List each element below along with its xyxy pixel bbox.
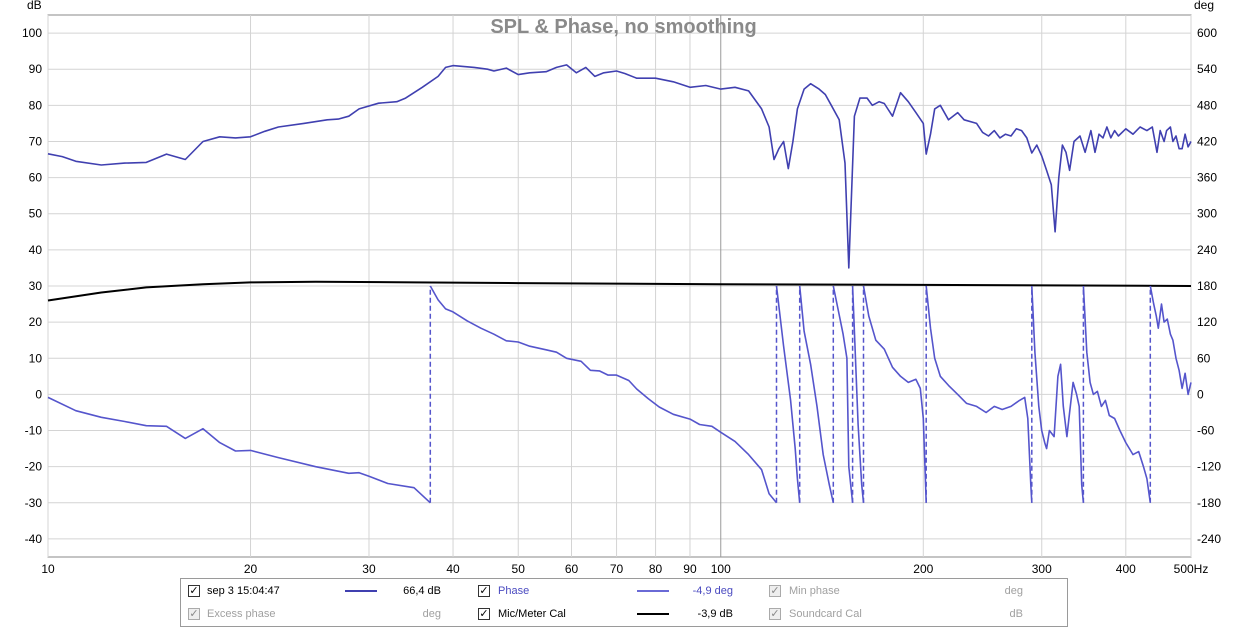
y-left-tick-label: 50 <box>29 207 43 221</box>
legend-swatch-mic-cal <box>637 613 669 615</box>
y-right-tick-label: 60 <box>1197 351 1211 365</box>
legend-swatch-measurement <box>345 590 377 592</box>
checkbox-phase[interactable]: ✓ <box>478 585 490 597</box>
y-left-tick-label: 80 <box>29 98 43 112</box>
y-right-tick-label: -60 <box>1197 424 1215 438</box>
y-right-tick-label: 120 <box>1197 315 1217 329</box>
x-tick-label: 300 <box>1032 562 1052 576</box>
legend-value-mic-cal: -3,9 dB <box>697 608 733 620</box>
legend-label-phase: Phase <box>498 585 530 597</box>
y-right-tick-label: 480 <box>1197 98 1217 112</box>
y-right-tick-label: -120 <box>1197 460 1221 474</box>
y-right-tick-label: -240 <box>1197 532 1221 546</box>
x-tick-label: 400 <box>1116 562 1136 576</box>
legend-item-phase[interactable]: ✓ <box>478 580 490 602</box>
legend-swatch-phase <box>637 590 669 592</box>
legend-value-excess-phase: deg <box>422 608 441 620</box>
legend-item-mic-cal[interactable]: ✓ <box>478 603 490 625</box>
legend-label-mic-cal: Mic/Meter Cal <box>498 608 566 620</box>
x-tick-label: 10 <box>41 562 55 576</box>
y-right-tick-label: 360 <box>1197 171 1217 185</box>
legend-row-1: ✓ sep 3 15:04:47 66,4 dB ✓ Phase -4,9 de… <box>181 580 1067 602</box>
axis-layer: 1009080706050403020100-10-20-30-40600540… <box>22 26 1221 576</box>
y-right-tick-label: 0 <box>1197 387 1204 401</box>
series-line-mic-meter-cal <box>47 280 1192 302</box>
x-tick-label: 90 <box>683 562 697 576</box>
checkbox-measurement[interactable]: ✓ <box>188 585 200 597</box>
y-left-tick-label: 30 <box>29 279 43 293</box>
y-right-tick-label: -180 <box>1197 496 1221 510</box>
y-left-tick-label: 10 <box>29 351 43 365</box>
y-left-tick-label: 20 <box>29 315 43 329</box>
y-left-unit-label: dB <box>27 0 42 12</box>
y-left-tick-label: 0 <box>35 387 42 401</box>
legend-item-excess-phase[interactable]: ✓ <box>188 603 200 625</box>
y-right-tick-label: 180 <box>1197 279 1217 293</box>
legend-value-measurement: 66,4 dB <box>403 585 441 597</box>
legend-item-min-phase[interactable]: ✓ <box>769 580 781 602</box>
y-left-tick-label: -20 <box>25 460 43 474</box>
checkbox-excess-phase[interactable]: ✓ <box>188 608 200 620</box>
legend-label-min-phase: Min phase <box>789 585 840 597</box>
series-line-sep-3-15-04-47 <box>47 64 1192 269</box>
legend-value-min-phase: deg <box>1004 585 1023 597</box>
legend-label-excess-phase: Excess phase <box>207 608 276 620</box>
y-left-tick-label: -40 <box>25 532 43 546</box>
x-tick-label: 100 <box>711 562 731 576</box>
legend-value-soundcard-cal: dB <box>1009 608 1023 620</box>
y-left-tick-label: -30 <box>25 496 43 510</box>
y-right-tick-label: 420 <box>1197 134 1217 148</box>
x-tick-label: 80 <box>649 562 663 576</box>
checkbox-mic-cal[interactable]: ✓ <box>478 608 490 620</box>
series-line-phase <box>47 285 1192 504</box>
y-right-unit-label: deg <box>1194 0 1214 12</box>
x-tick-label: 200 <box>913 562 933 576</box>
legend-value-phase: -4,9 deg <box>692 585 733 597</box>
y-left-tick-label: 100 <box>22 26 42 40</box>
x-tick-label: 60 <box>565 562 579 576</box>
x-tick-label: 40 <box>446 562 460 576</box>
y-right-tick-label: 300 <box>1197 207 1217 221</box>
legend-row-2: ✓ Excess phase deg ✓ Mic/Meter Cal -3,9 … <box>181 603 1067 625</box>
y-left-tick-label: 40 <box>29 243 43 257</box>
y-right-tick-label: 540 <box>1197 62 1217 76</box>
x-tick-label: 70 <box>610 562 624 576</box>
x-tick-label: 30 <box>362 562 376 576</box>
x-tick-label: 20 <box>244 562 258 576</box>
x-tick-label: 50 <box>512 562 526 576</box>
legend-item-measurement[interactable]: ✓ <box>188 580 200 602</box>
legend-panel: ✓ sep 3 15:04:47 66,4 dB ✓ Phase -4,9 de… <box>180 578 1068 627</box>
y-left-tick-label: 70 <box>29 134 43 148</box>
grid-lines <box>47 15 1192 557</box>
y-left-tick-label: -10 <box>25 424 43 438</box>
y-left-tick-label: 90 <box>29 62 43 76</box>
chart-title: SPL & Phase, no smoothing <box>490 16 756 38</box>
y-left-tick-label: 60 <box>29 171 43 185</box>
legend-item-soundcard-cal[interactable]: ✓ <box>769 603 781 625</box>
checkbox-soundcard-cal[interactable]: ✓ <box>769 608 781 620</box>
checkbox-min-phase[interactable]: ✓ <box>769 585 781 597</box>
y-right-tick-label: 240 <box>1197 243 1217 257</box>
x-tick-label: 500Hz <box>1174 562 1209 576</box>
series-wrap-phase <box>429 286 1152 503</box>
legend-label-measurement: sep 3 15:04:47 <box>207 585 280 597</box>
y-right-tick-label: 600 <box>1197 26 1217 40</box>
series-layer <box>47 64 1192 504</box>
legend-label-soundcard-cal: Soundcard Cal <box>789 608 862 620</box>
spl-phase-chart: 1009080706050403020100-10-20-30-40600540… <box>22 0 1221 576</box>
